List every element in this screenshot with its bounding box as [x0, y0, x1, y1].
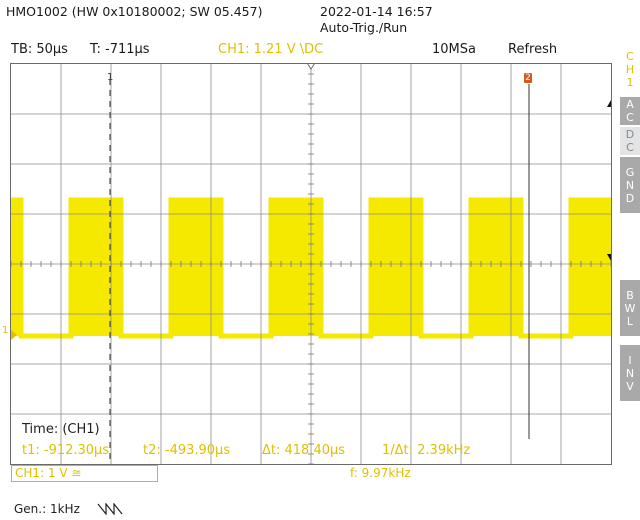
device-info: HMO1002 (HW 0x10180002; SW 05.457) [6, 4, 263, 19]
upper-limit-arrow-icon [607, 100, 611, 107]
waveform-pulse [71, 200, 121, 336]
waveform-pulse [371, 200, 421, 336]
ch-letter: H [625, 63, 635, 76]
cursor-1-label[interactable]: 1 [107, 72, 114, 83]
waveform-trace [11, 197, 611, 339]
trigger-level-arrow-icon [607, 254, 611, 261]
ch1-ground-marker[interactable]: 1 [2, 325, 9, 336]
waveform-pulse [271, 200, 321, 336]
channel-scale-box[interactable]: CH1: 1 V ≅ [11, 465, 158, 482]
waveform-pulse [471, 200, 521, 336]
cursor-t1-value: t1: -912.30µs [22, 443, 110, 458]
channel-setting: CH1: 1.21 V \DC [218, 42, 324, 57]
scope-display[interactable] [10, 63, 612, 465]
acquisition-mode: Refresh [508, 42, 558, 57]
trigger-position-icon [307, 64, 315, 70]
frequency-readout: f: 9.97kHz [350, 466, 411, 480]
delta-t-value: Δt: 418.40µs [262, 443, 346, 458]
waveform-pulse [11, 200, 21, 336]
cursor-2-label[interactable]: 2 [524, 73, 532, 83]
trigger-time: T: -711µs [90, 42, 150, 57]
measurement-title: Time: (CH1) [22, 422, 100, 437]
timebase: TB: 50µs [11, 42, 68, 57]
waveform-plot [11, 64, 611, 464]
datetime: 2022-01-14 16:57 [320, 4, 433, 19]
ch-letter: 1 [626, 76, 634, 89]
sample-rate: 10MSa [432, 42, 476, 57]
waveform-pulse [171, 200, 221, 336]
sawtooth-wave-icon [97, 503, 123, 515]
generator-label: Gen.: 1kHz [14, 502, 80, 516]
channel-indicator: C H 1 [624, 50, 636, 89]
waveform-pulse [571, 200, 611, 336]
inverse-delta-t-value: 1/Δt: 2.39kHz [382, 443, 471, 458]
ch1-offset-arrow-icon [11, 330, 17, 340]
ch-letter: C [626, 50, 634, 63]
cursor-t2-value: t2: -493.90µs [143, 443, 231, 458]
trigger-mode: Auto-Trig./Run [320, 20, 408, 35]
